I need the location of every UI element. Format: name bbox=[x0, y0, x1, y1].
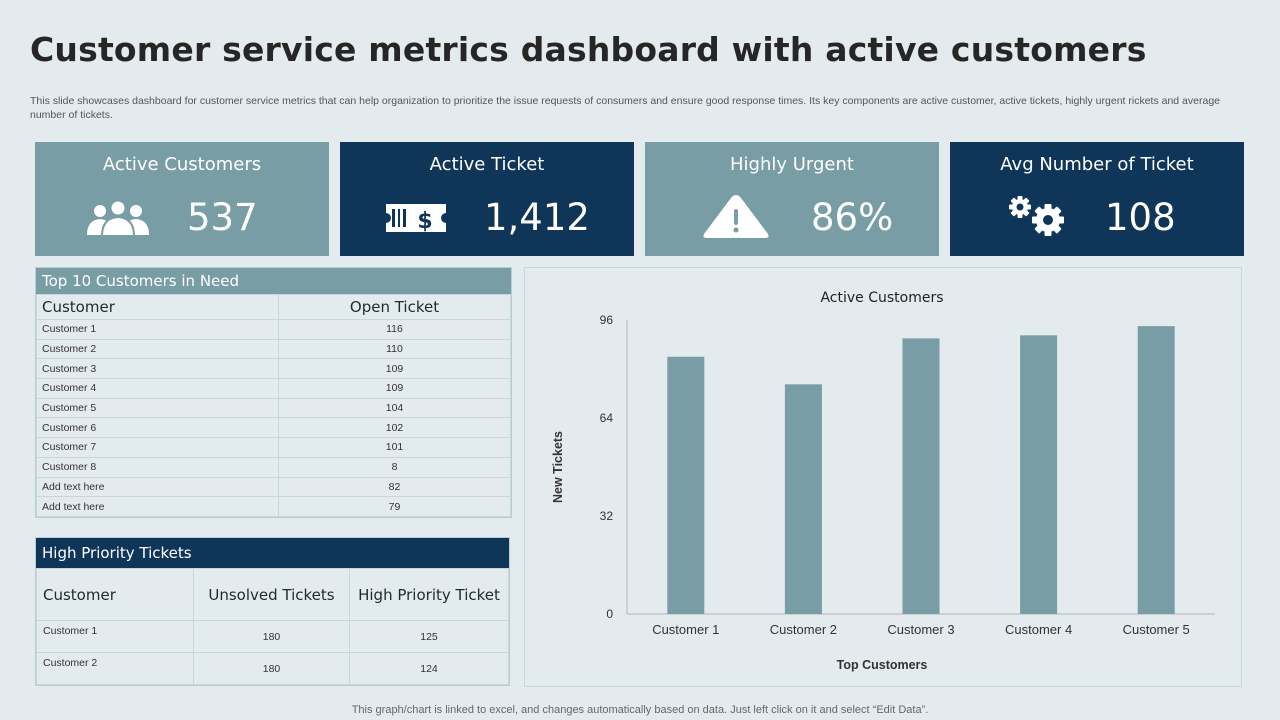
customer-name-cell: Customer 7 bbox=[36, 437, 279, 458]
x-tick-label: Customer 5 bbox=[1123, 622, 1190, 637]
table-row: Customer 6 102 bbox=[36, 417, 511, 439]
x-tick-label: Customer 3 bbox=[887, 622, 954, 637]
open-ticket-cell: 101 bbox=[278, 437, 511, 458]
y-tick-label: 0 bbox=[606, 607, 613, 621]
customer-name-cell: Add text here bbox=[36, 496, 279, 517]
bar bbox=[902, 338, 940, 614]
x-tick-label: Customer 2 bbox=[770, 622, 837, 637]
table-row: Add text here 82 bbox=[36, 476, 511, 498]
footnote: This graph/chart is linked to excel, and… bbox=[351, 704, 929, 716]
customer-name-cell: Customer 1 bbox=[36, 620, 194, 653]
table-row: Customer 1 116 bbox=[36, 319, 511, 340]
bar bbox=[667, 356, 705, 614]
kpi-value: 537 bbox=[187, 196, 258, 239]
column-header-high-priority-ticket: High Priority Ticket bbox=[349, 568, 509, 621]
active-customers-chart-panel[interactable]: Active Customers 0 32 64 96 Customer 1 Custome… bbox=[524, 267, 1242, 687]
kpi-label: Active Ticket bbox=[429, 154, 545, 175]
svg-text:$: $ bbox=[417, 209, 432, 234]
table-row: Customer 3 109 bbox=[36, 358, 511, 380]
bar bbox=[784, 384, 822, 614]
ticket-icon: $ bbox=[386, 204, 446, 234]
kpi-value: 1,412 bbox=[484, 196, 590, 239]
table-row: Customer 1 180 125 bbox=[36, 620, 509, 653]
gears-icon bbox=[1009, 196, 1064, 236]
open-ticket-cell: 79 bbox=[278, 496, 511, 517]
table-row: Customer 4 109 bbox=[36, 378, 511, 399]
open-ticket-cell: 109 bbox=[278, 358, 511, 380]
customer-name-cell: Customer 2 bbox=[36, 652, 194, 685]
table-row: Customer 7 101 bbox=[36, 437, 511, 458]
active-customers-chart[interactable]: Active Customers 0 32 64 96 Customer 1 Custome… bbox=[525, 268, 1241, 686]
top-customers-table: Top 10 Customers in Need Customer Open T… bbox=[35, 267, 512, 518]
kpi-card-avg-number-of-ticket[interactable]: Avg Number of Ticket 108 bbox=[950, 142, 1244, 256]
chart-title: Active Customers bbox=[820, 290, 943, 306]
table-row: Customer 2 180 124 bbox=[36, 652, 509, 685]
page-title: Customer service metrics dashboard with … bbox=[30, 30, 1147, 69]
high-priority-title: High Priority Tickets bbox=[36, 538, 509, 568]
kpi-card-highly-urgent[interactable]: Highly Urgent 86% bbox=[645, 142, 939, 256]
column-header-customer: Customer bbox=[36, 568, 194, 621]
y-axis-label: New Tickets bbox=[551, 431, 565, 503]
high-priority-ticket-cell: 124 bbox=[349, 652, 509, 685]
table-row: Customer 2 110 bbox=[36, 338, 511, 360]
users-icon bbox=[87, 199, 149, 237]
high-priority-ticket-cell: 125 bbox=[349, 620, 509, 653]
y-tick-label: 96 bbox=[600, 313, 614, 327]
kpi-card-active-customers[interactable]: Active Customers 537 bbox=[35, 142, 329, 256]
customer-name-cell: Customer 6 bbox=[36, 417, 279, 439]
x-tick-label: Customer 4 bbox=[1005, 622, 1072, 637]
open-ticket-cell: 109 bbox=[278, 378, 511, 399]
page-subtitle: This slide showcases dashboard for custo… bbox=[30, 95, 1221, 121]
kpi-label: Active Customers bbox=[102, 154, 262, 175]
table-row: Customer 5 104 bbox=[36, 397, 511, 419]
x-tick-label: Customer 1 bbox=[652, 622, 719, 637]
open-ticket-cell: 110 bbox=[278, 338, 511, 360]
customer-name-cell: Customer 4 bbox=[36, 378, 279, 399]
kpi-label: Highly Urgent bbox=[730, 154, 854, 175]
kpi-card-active-ticket[interactable]: Active Ticket $ 1,412 bbox=[340, 142, 634, 256]
customer-name-cell: Customer 1 bbox=[36, 319, 279, 340]
open-ticket-cell: 116 bbox=[278, 319, 511, 340]
table-row: Add text here 79 bbox=[36, 496, 511, 517]
unsolved-tickets-cell: 180 bbox=[193, 652, 350, 685]
bar bbox=[1020, 335, 1058, 614]
open-ticket-cell: 82 bbox=[278, 476, 511, 498]
open-ticket-cell: 8 bbox=[278, 456, 511, 478]
y-tick-label: 64 bbox=[600, 411, 614, 425]
bar bbox=[1137, 326, 1175, 614]
customer-name-cell: Add text here bbox=[36, 476, 279, 498]
customer-name-cell: Customer 3 bbox=[36, 358, 279, 380]
column-header-customer: Customer bbox=[36, 294, 279, 320]
top-customers-title: Top 10 Customers in Need bbox=[36, 268, 511, 294]
open-ticket-cell: 102 bbox=[278, 417, 511, 439]
customer-name-cell: Customer 8 bbox=[36, 456, 279, 478]
open-ticket-cell: 104 bbox=[278, 397, 511, 419]
kpi-value: 86% bbox=[811, 196, 894, 239]
high-priority-table: High Priority Tickets Customer Unsolved … bbox=[35, 537, 510, 686]
kpi-label: Avg Number of Ticket bbox=[1000, 154, 1194, 175]
customer-name-cell: Customer 2 bbox=[36, 338, 279, 360]
x-axis-label: Top Customers bbox=[837, 658, 928, 672]
kpi-value: 108 bbox=[1105, 196, 1176, 239]
warning-icon bbox=[703, 195, 769, 238]
y-tick-label: 32 bbox=[600, 509, 614, 523]
column-header-open-ticket: Open Ticket bbox=[278, 294, 511, 320]
column-header-unsolved-tickets: Unsolved Tickets bbox=[193, 568, 350, 621]
unsolved-tickets-cell: 180 bbox=[193, 620, 350, 653]
customer-name-cell: Customer 5 bbox=[36, 397, 279, 419]
